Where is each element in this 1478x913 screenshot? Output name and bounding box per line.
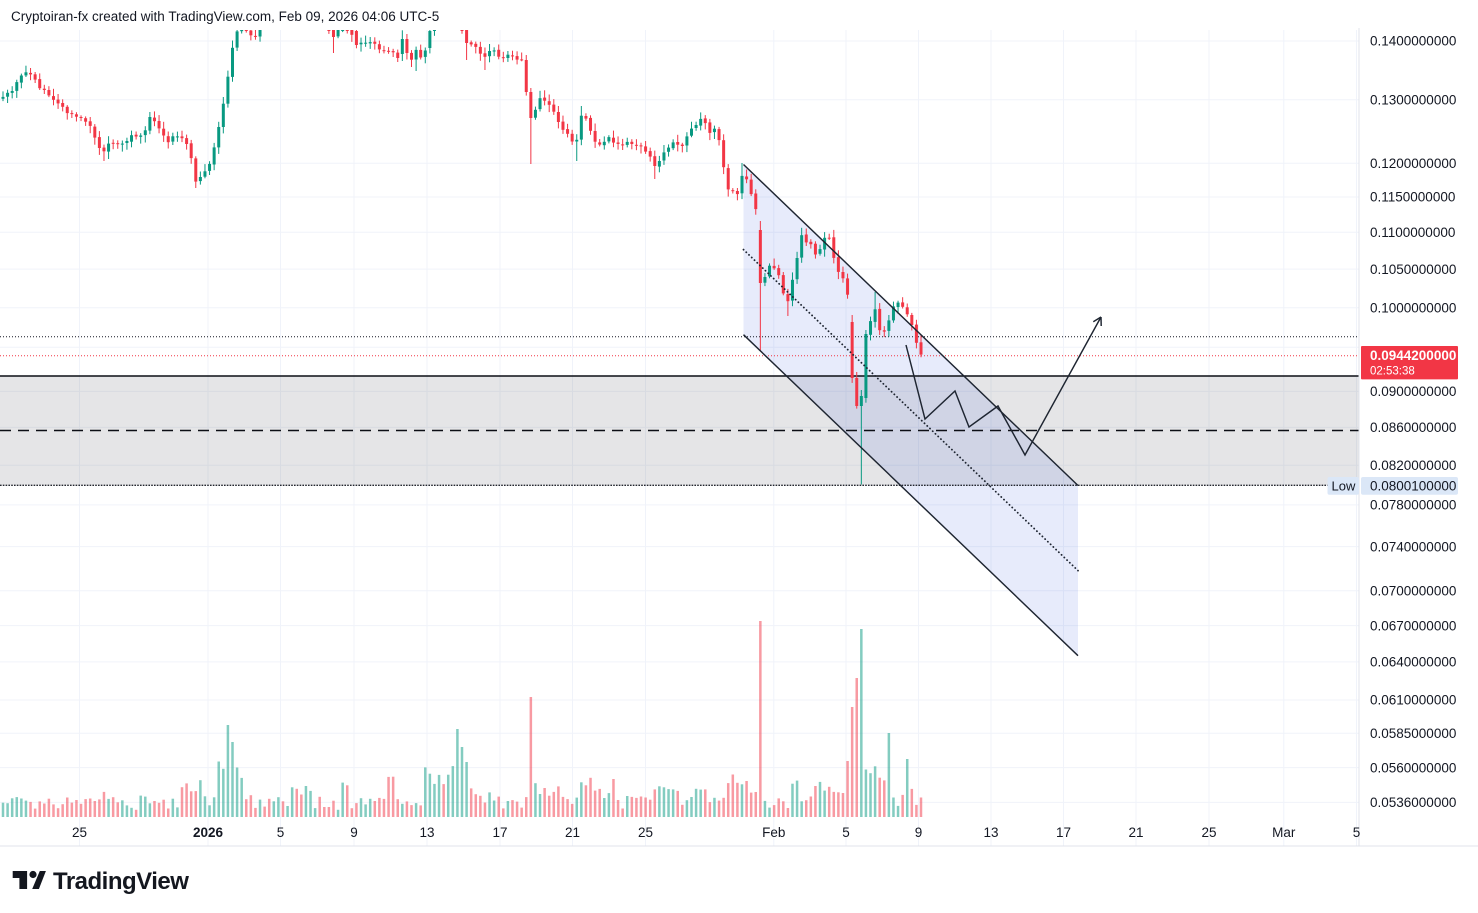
svg-text:0.0670000000: 0.0670000000	[1370, 618, 1456, 633]
svg-text:0.1100000000: 0.1100000000	[1370, 225, 1455, 240]
svg-text:2026: 2026	[193, 825, 224, 840]
svg-text:0.0944200000: 0.0944200000	[1370, 348, 1456, 363]
svg-text:Low: Low	[1332, 478, 1356, 493]
svg-text:0.1150000000: 0.1150000000	[1370, 190, 1455, 205]
svg-text:5: 5	[842, 825, 850, 840]
svg-text:21: 21	[1128, 825, 1143, 840]
svg-text:5: 5	[1353, 825, 1361, 840]
svg-text:0.0740000000: 0.0740000000	[1370, 539, 1456, 554]
svg-text:0.1050000000: 0.1050000000	[1370, 262, 1456, 277]
svg-text:9: 9	[350, 825, 358, 840]
svg-text:Feb: Feb	[762, 825, 785, 840]
svg-text:13: 13	[983, 825, 998, 840]
svg-text:0.0610000000: 0.0610000000	[1370, 693, 1456, 708]
svg-text:Cryptoiran-fx created with Tra: Cryptoiran-fx created with TradingView.c…	[11, 9, 439, 24]
svg-text:0.0780000000: 0.0780000000	[1370, 498, 1456, 513]
svg-text:02:53:38: 02:53:38	[1370, 366, 1415, 378]
svg-text:25: 25	[1201, 825, 1216, 840]
svg-text:21: 21	[565, 825, 580, 840]
svg-text:0.1200000000: 0.1200000000	[1370, 156, 1456, 171]
svg-text:0.0700000000: 0.0700000000	[1370, 583, 1456, 598]
svg-text:0.0536000000: 0.0536000000	[1370, 795, 1456, 810]
svg-text:0.0800100000: 0.0800100000	[1370, 478, 1456, 493]
svg-text:0.0860000000: 0.0860000000	[1370, 420, 1456, 435]
svg-text:0.0640000000: 0.0640000000	[1370, 655, 1456, 670]
svg-text:17: 17	[1056, 825, 1071, 840]
svg-text:0.0585000000: 0.0585000000	[1370, 726, 1456, 741]
svg-text:Mar: Mar	[1272, 825, 1296, 840]
svg-text:0.1000000000: 0.1000000000	[1370, 301, 1456, 316]
svg-text:13: 13	[419, 825, 434, 840]
svg-text:0.1300000000: 0.1300000000	[1370, 93, 1456, 108]
svg-text:9: 9	[915, 825, 923, 840]
svg-text:5: 5	[277, 825, 285, 840]
svg-text:0.1400000000: 0.1400000000	[1370, 34, 1456, 49]
svg-text:25: 25	[72, 825, 87, 840]
svg-text:0.0900000000: 0.0900000000	[1370, 384, 1456, 399]
svg-text:25: 25	[638, 825, 653, 840]
svg-text:TradingView: TradingView	[53, 868, 189, 895]
svg-text:17: 17	[492, 825, 507, 840]
svg-text:0.0560000000: 0.0560000000	[1370, 760, 1456, 775]
svg-text:0.0820000000: 0.0820000000	[1370, 458, 1456, 473]
